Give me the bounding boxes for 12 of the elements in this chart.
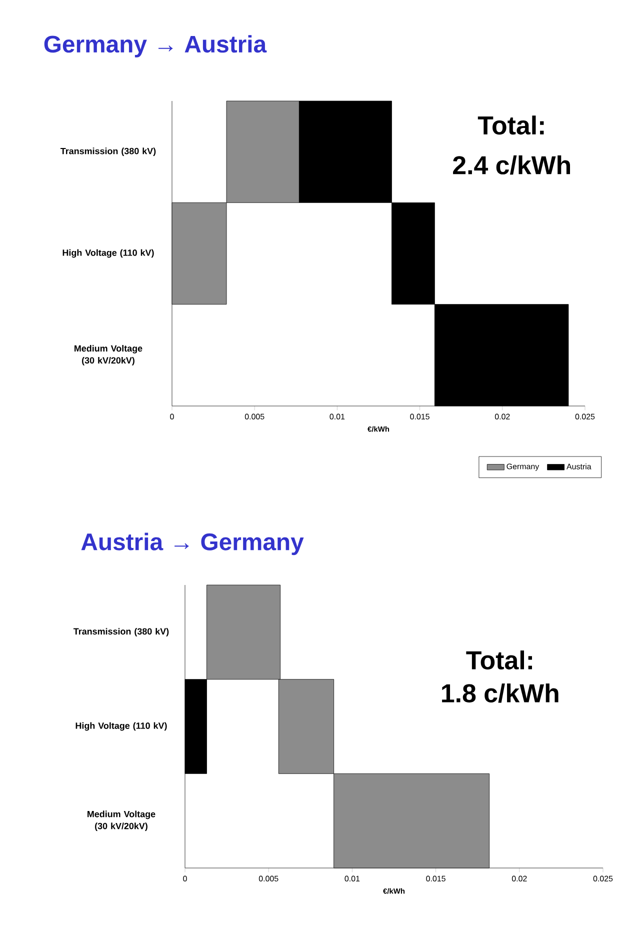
- y-tick-label: Medium Voltage (30 kV/20kV): [88, 810, 156, 831]
- chart-title: Germany → Austria: [44, 35, 267, 58]
- y-tick-label: Transmission (380 kV): [60, 148, 156, 156]
- annotation: Total:: [478, 116, 544, 135]
- annotation: Total:: [466, 650, 532, 670]
- y-tick-label: High Voltage (110 kV): [62, 249, 154, 258]
- y-tick-label: High Voltage (110 kV): [76, 722, 167, 731]
- annotation: 1.8 c/kWh: [442, 683, 558, 703]
- annotation: 2.4 c/kWh: [453, 155, 570, 175]
- chart-title: Austria → Germany: [81, 532, 304, 556]
- y-tick-label: Medium Voltage (30 kV/20kV): [74, 345, 142, 366]
- y-tick-label: Transmission (380 kV): [73, 628, 169, 636]
